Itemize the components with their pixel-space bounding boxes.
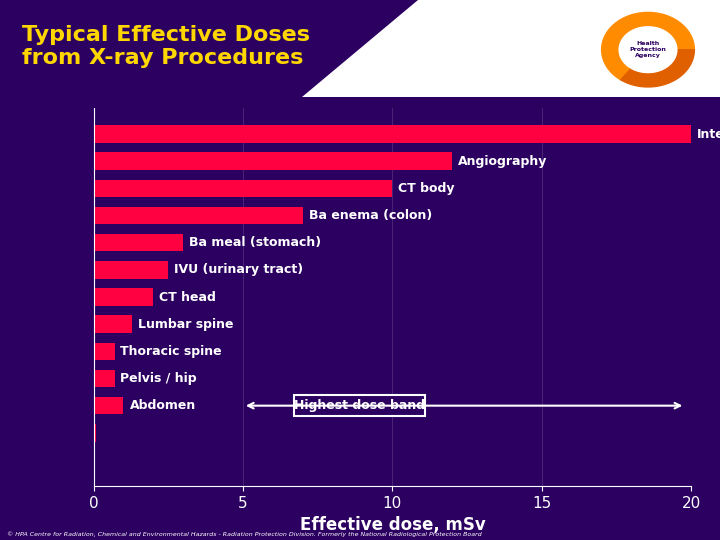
Text: Lumbar spine: Lumbar spine bbox=[138, 318, 234, 330]
Text: Highest dose band: Highest dose band bbox=[294, 399, 425, 412]
Text: Angiography: Angiography bbox=[458, 154, 547, 168]
X-axis label: Effective dose, mSv: Effective dose, mSv bbox=[300, 516, 485, 534]
Text: Health
Protection
Agency: Health Protection Agency bbox=[629, 42, 667, 58]
Text: © HPA Centre for Radiation, Chemical and Environmental Hazards - Radiation Prote: © HPA Centre for Radiation, Chemical and… bbox=[7, 532, 482, 537]
Bar bbox=[94, 370, 114, 387]
Polygon shape bbox=[302, 0, 720, 97]
Text: Thoracic spine: Thoracic spine bbox=[120, 345, 222, 358]
Bar bbox=[94, 207, 302, 224]
Bar bbox=[94, 424, 96, 442]
Bar bbox=[94, 288, 153, 306]
Text: IVU (urinary tract): IVU (urinary tract) bbox=[174, 264, 303, 276]
Text: Ba meal (stomach): Ba meal (stomach) bbox=[189, 236, 321, 249]
Text: Abdomen: Abdomen bbox=[130, 399, 196, 412]
Bar bbox=[94, 234, 183, 252]
Bar bbox=[94, 342, 114, 360]
Bar bbox=[94, 125, 691, 143]
Bar bbox=[94, 261, 168, 279]
Polygon shape bbox=[621, 50, 694, 87]
Text: Typical Effective Doses
from X-ray Procedures: Typical Effective Doses from X-ray Proce… bbox=[22, 25, 310, 68]
Bar bbox=[94, 315, 132, 333]
Text: CT head: CT head bbox=[159, 291, 216, 303]
Bar bbox=[94, 152, 452, 170]
Text: Interventional: Interventional bbox=[697, 127, 720, 140]
Text: Pelvis / hip: Pelvis / hip bbox=[120, 372, 197, 385]
Bar bbox=[94, 179, 392, 197]
Polygon shape bbox=[602, 12, 694, 80]
Bar bbox=[294, 395, 426, 416]
Text: CT body: CT body bbox=[398, 182, 455, 195]
Bar bbox=[94, 397, 124, 415]
Text: Ba enema (colon): Ba enema (colon) bbox=[309, 209, 432, 222]
